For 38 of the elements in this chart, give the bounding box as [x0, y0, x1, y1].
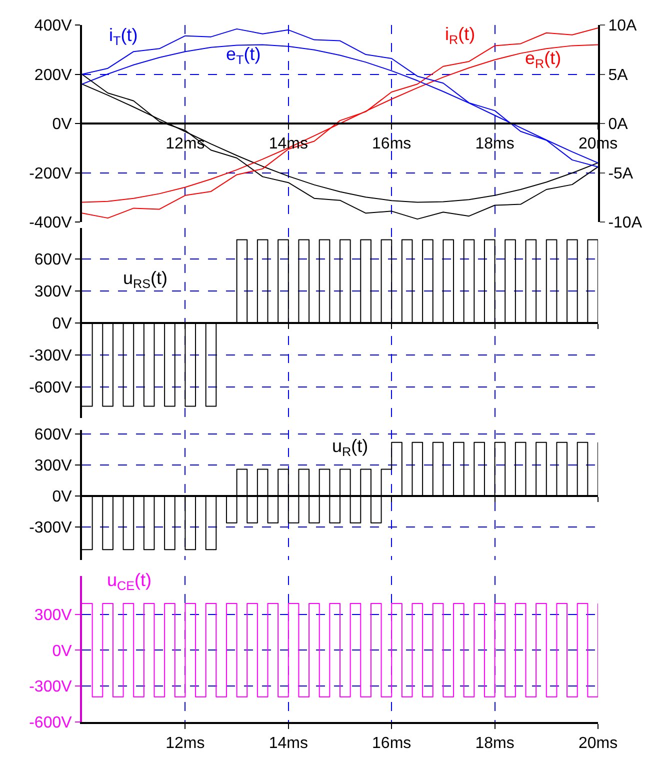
series-label: i$_{R}$(t) [445, 24, 476, 47]
x-tick-label: 20ms [578, 735, 618, 752]
y-tick-label: 400V [34, 18, 72, 35]
series-label: e$_{R}$(t) [525, 48, 562, 71]
y-tick-label: 300V [34, 284, 72, 301]
y-tick-label: -400V [29, 214, 72, 232]
series-label: e$_{T}$(t) [226, 44, 261, 67]
x-tick-label: 16ms [372, 735, 412, 752]
y-tick-label: -300V [29, 348, 72, 365]
y-tick-label: 200V [34, 66, 72, 84]
y-tick-label: -300V [29, 678, 72, 696]
y2-tick-label: -10A [608, 214, 642, 232]
y-tick-label: -600V [29, 714, 72, 732]
y2-tick-label: 5A [608, 66, 628, 84]
x-tick-label: 18ms [475, 136, 514, 153]
y-tick-label: 600V [34, 252, 72, 269]
series-label: i$_{T}$(t) [109, 25, 138, 48]
y-tick-label: 0V [52, 488, 72, 506]
y-tick-label: 300V [34, 606, 72, 624]
y2-tick-label: 10A [608, 18, 637, 35]
y2-tick-label: -5A [608, 165, 634, 182]
y-tick-label: -300V [29, 520, 72, 537]
y2-tick-label: 0A [608, 116, 628, 134]
x-tick-label: 12ms [166, 735, 205, 752]
y-tick-label: -200V [29, 165, 72, 182]
x-tick-label: 14ms [268, 735, 308, 752]
x-tick-label: 12ms [166, 136, 205, 153]
y-tick-label: 0V [52, 116, 72, 134]
y-tick-label: 600V [34, 426, 72, 444]
y-tick-label: 300V [34, 458, 72, 475]
y-tick-label: -600V [29, 380, 72, 397]
x-tick-label: 18ms [475, 735, 514, 752]
x-tick-label: 16ms [372, 136, 412, 153]
series-label: u$_{CE}$(t) [107, 570, 152, 593]
series-label: u$_{R}$(t) [332, 436, 368, 459]
y-tick-label: 0V [52, 316, 72, 333]
y-tick-label: 0V [52, 642, 72, 660]
series-label: u$_{RS}$(t) [123, 268, 168, 291]
